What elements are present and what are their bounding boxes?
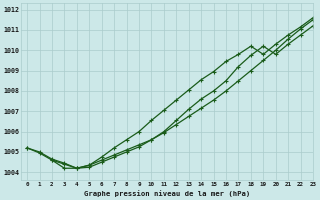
X-axis label: Graphe pression niveau de la mer (hPa): Graphe pression niveau de la mer (hPa) xyxy=(84,190,250,197)
